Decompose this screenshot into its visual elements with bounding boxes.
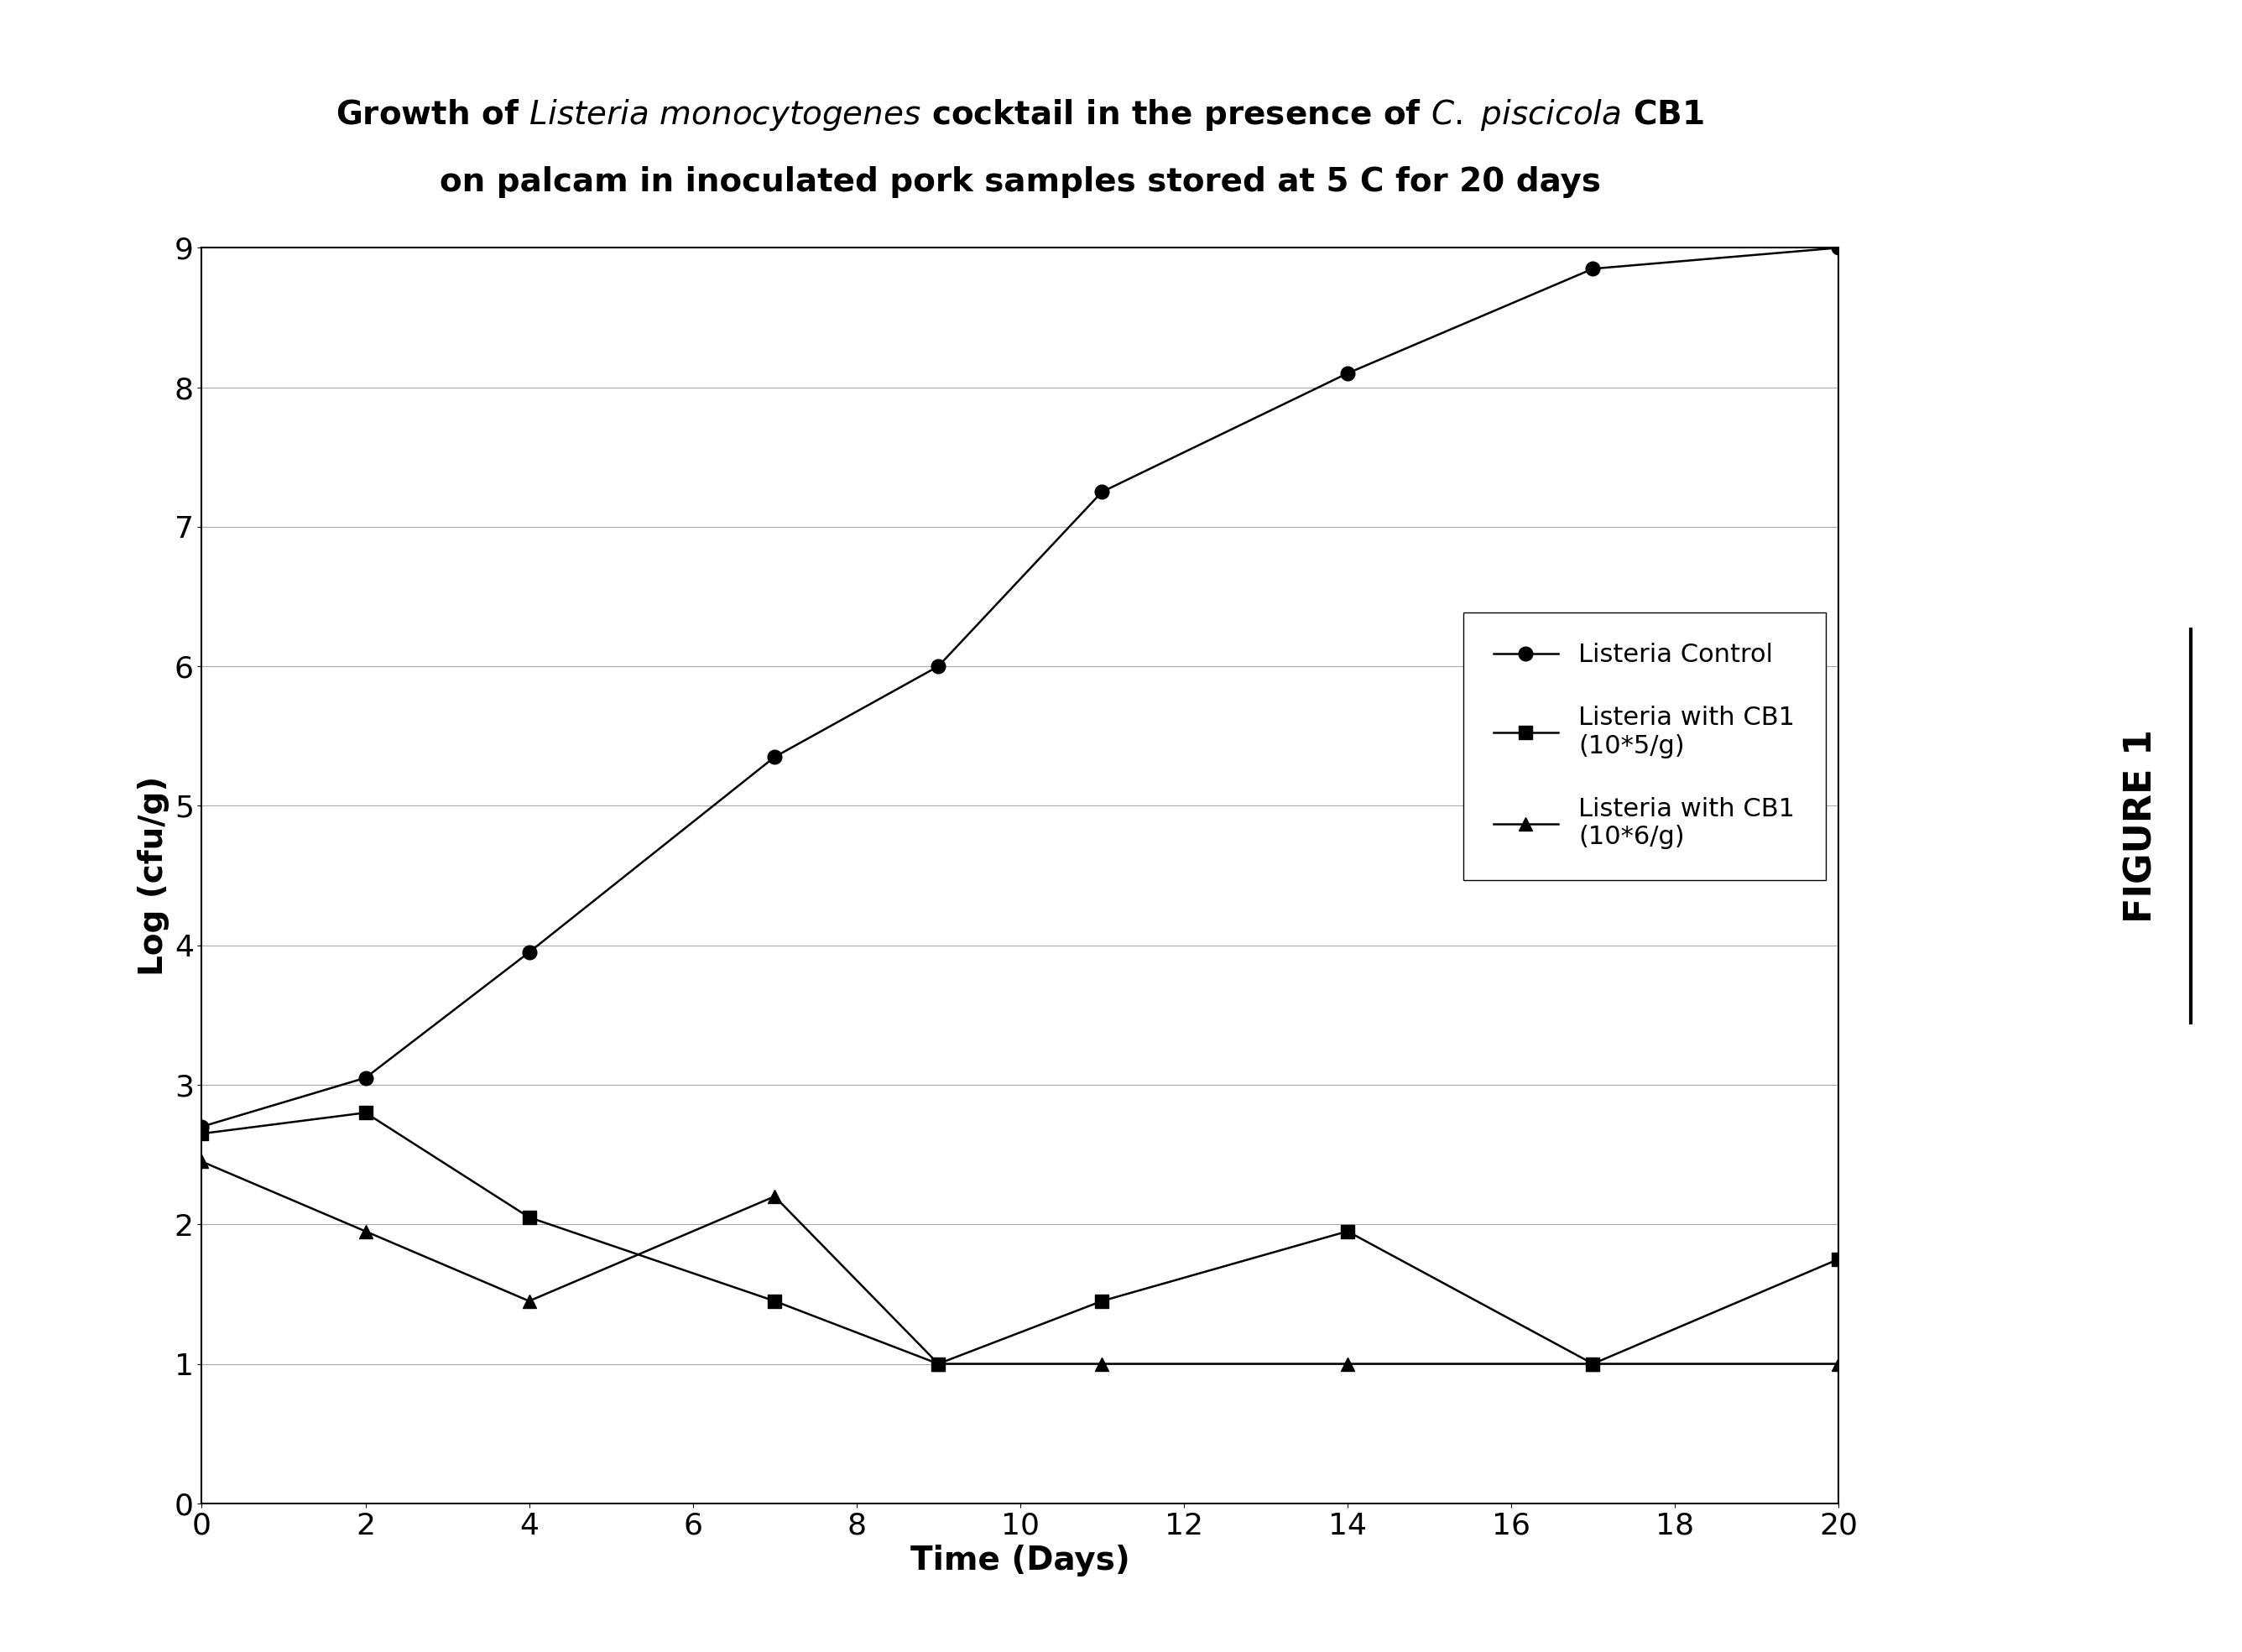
Listeria Control [926,656,953,676]
Listeria Control [1334,363,1361,383]
Listeria with CB1
(10*6/g) [188,1151,215,1171]
Listeria with CB1
(10*5/g) [1825,1249,1852,1269]
Listeria with CB1
(10*6/g) [352,1221,379,1241]
Listeria with CB1
(10*5/g) [188,1123,215,1143]
Text: on palcam in inoculated pork samples stored at 5 C for 20 days: on palcam in inoculated pork samples sto… [439,167,1601,198]
Line: Listeria with CB1
(10*6/g): Listeria with CB1 (10*6/g) [195,1155,1845,1371]
Y-axis label: Log (cfu/g): Log (cfu/g) [137,775,170,976]
Listeria Control [1090,482,1117,502]
Listeria with CB1
(10*5/g) [1090,1292,1117,1312]
Listeria with CB1
(10*5/g) [1581,1355,1608,1374]
Listeria Control [762,747,789,767]
Line: Listeria with CB1
(10*5/g): Listeria with CB1 (10*5/g) [195,1105,1845,1371]
Listeria Control [188,1117,215,1137]
Listeria with CB1
(10*6/g) [1581,1355,1608,1374]
Listeria with CB1
(10*6/g) [762,1186,789,1206]
Listeria with CB1
(10*6/g) [1825,1355,1852,1374]
Listeria with CB1
(10*5/g) [352,1104,379,1123]
Listeria Control [1825,238,1852,258]
Listeria with CB1
(10*5/g) [516,1208,543,1227]
Text: FIGURE 1: FIGURE 1 [2123,729,2159,923]
Listeria with CB1
(10*5/g) [762,1292,789,1312]
Listeria with CB1
(10*6/g) [926,1355,953,1374]
Line: Listeria Control: Listeria Control [195,241,1845,1133]
Text: Growth of $\it{Listeria\ monocytogenes}$ cocktail in the presence of $\it{C.\ pi: Growth of $\it{Listeria\ monocytogenes}$… [336,97,1704,132]
Listeria Control [352,1067,379,1087]
Listeria with CB1
(10*5/g) [926,1355,953,1374]
Listeria with CB1
(10*5/g) [1334,1221,1361,1241]
Legend: Listeria Control, Listeria with CB1
(10*5/g), Listeria with CB1
(10*6/g): Listeria Control, Listeria with CB1 (10*… [1464,613,1825,881]
Listeria with CB1
(10*6/g) [1090,1355,1117,1374]
Listeria with CB1
(10*6/g) [516,1292,543,1312]
Listeria Control [1581,259,1608,279]
Listeria with CB1
(10*6/g) [1334,1355,1361,1374]
X-axis label: Time (Days): Time (Days) [910,1545,1130,1576]
Listeria Control [516,942,543,961]
